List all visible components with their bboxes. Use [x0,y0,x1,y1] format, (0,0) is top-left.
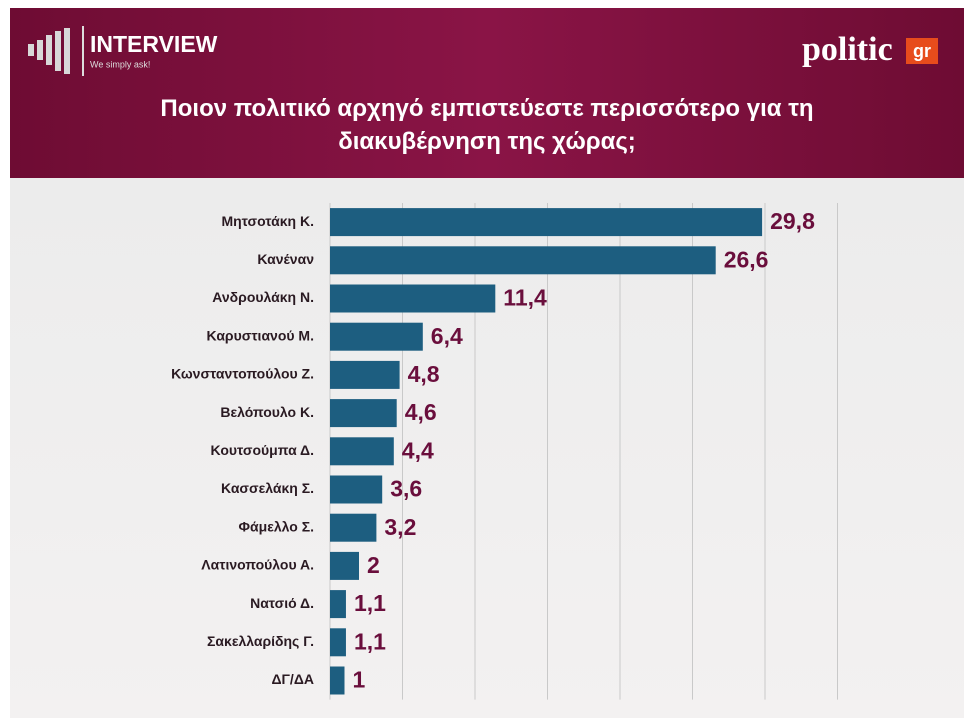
tagline: We simply ask! [90,59,150,69]
value-label: 29,8 [770,208,815,234]
bar [330,322,423,351]
header [10,8,964,178]
value-label: 4,8 [408,361,440,387]
category-label: Καρυστιανού Μ. [207,327,314,343]
value-label: 26,6 [724,246,769,272]
bar [330,628,346,657]
value-label: 2 [367,552,380,578]
category-label: ΔΓ/ΔΑ [271,671,314,687]
category-label: Σακελλαρίδης Γ. [207,633,314,649]
bar [330,590,346,619]
logo-badge [906,38,938,64]
category-label: Φάμελλο Σ. [239,518,314,534]
value-label: 3,6 [390,476,422,502]
value-label: 1 [353,667,366,693]
logo: politic [802,31,893,68]
value-label: 3,2 [384,514,416,540]
bar [330,551,359,580]
category-label: Κασσελάκη Σ. [221,480,314,496]
category-label: Κανέναν [257,251,314,267]
chart-title: Ποιον πολιτικό αρχηγό εμπιστεύεστε περισ… [160,95,814,155]
bar [330,208,763,237]
value-label: 1,1 [354,590,386,616]
bar [330,399,397,428]
brand-icon [28,28,70,74]
bar [330,360,400,389]
category-label: Νατσιό Δ. [250,595,314,611]
value-label: 11,4 [503,285,547,311]
category-label: Μητσοτάκη Κ. [221,213,314,229]
category-label: Κουτσούμπα Δ. [211,442,314,458]
bar [330,437,394,466]
category-label: Βελόπουλο Κ. [220,404,314,420]
bar [330,475,383,504]
bar [330,513,377,542]
value-label: 4,6 [405,399,437,425]
logo-suffix: gr [913,41,931,61]
category-label: Λατινοπούλου Α. [201,557,314,573]
bar [330,246,716,275]
bar [330,666,345,695]
title-box: Ποιον πολιτικό αρχηγό εμπιστεύεστε περισ… [160,95,814,155]
value-label: 6,4 [431,323,463,349]
category-label: Ανδρουλάκη Ν. [212,289,314,305]
brand: INTERVIEW [90,31,218,57]
category-label: Κωνσταντοπούλου Ζ. [171,366,314,382]
value-label: 4,4 [402,437,434,463]
value-label: 1,1 [354,628,386,654]
bar [330,284,496,313]
